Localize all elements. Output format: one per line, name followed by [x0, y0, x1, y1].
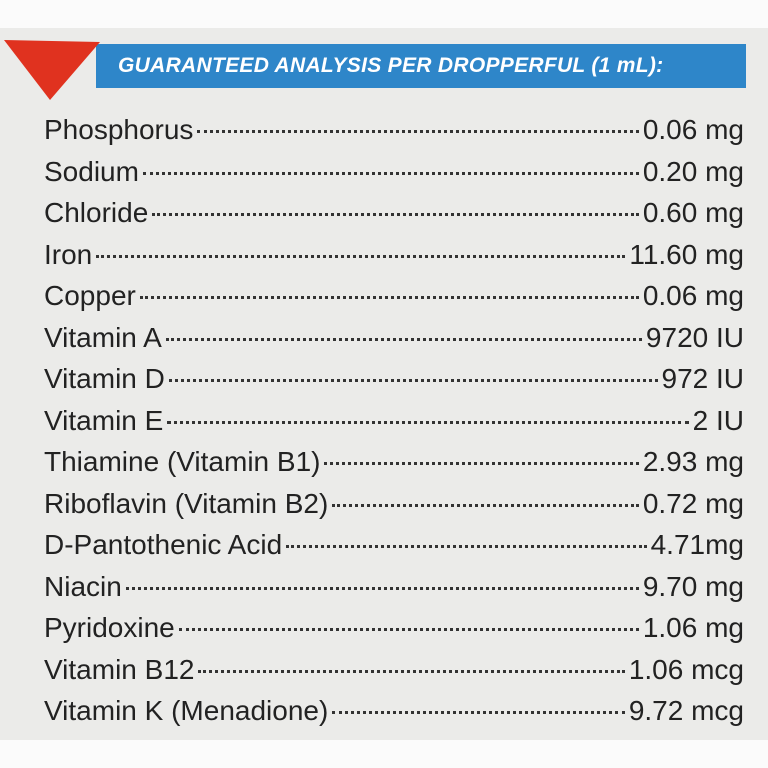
dot-leader — [198, 669, 625, 673]
nutrient-amount: 1.06 mcg — [628, 653, 744, 685]
nutrient-name: Pyridoxine — [44, 612, 175, 643]
nutrient-name: Phosphorus — [44, 114, 194, 145]
row: Vitamin K (Menadione) 9.72 mcg — [44, 695, 744, 737]
row: Niacin 9.70 mg — [44, 571, 744, 613]
row: Vitamin D 972 IU — [44, 363, 744, 405]
dot-leader — [142, 171, 639, 175]
row: Vitamin B12 1.06 mcg — [44, 654, 744, 696]
nutrient-name: Vitamin D — [44, 363, 165, 394]
nutrient-amount: 4.71mg — [650, 529, 744, 560]
nutrient-amount: 0.60 mg — [642, 197, 744, 228]
row: Riboflavin (Vitamin B2) 0.72 mg — [44, 488, 744, 530]
row: Thiamine (Vitamin B1) 2.93 mg — [44, 446, 744, 488]
nutrient-amount: 972 IU — [661, 363, 745, 394]
row: Pyridoxine 1.06 mg — [44, 612, 744, 654]
red-triangle — [4, 40, 100, 100]
row: Phosphorus 0.06 mg — [44, 114, 744, 156]
row: Iron 11.60 mg — [44, 239, 744, 281]
dot-leader — [286, 545, 647, 548]
row: Copper 0.06 mg — [44, 280, 744, 322]
nutrient-name: Iron — [44, 238, 93, 270]
dot-leader — [332, 503, 639, 507]
nutrient-amount: 0.72 mg — [642, 487, 744, 519]
nutrient-name: Vitamin E — [44, 404, 164, 436]
nutrient-amount: 0.20 mg — [642, 155, 744, 187]
analysis-list: Phosphorus 0.06 mg Sodium 0.20 mg Chloride 0.… — [44, 114, 744, 737]
dot-leader — [167, 420, 689, 424]
row: D-Pantothenic Acid 4.71mg — [44, 529, 744, 571]
nutrient-name: Vitamin B12 — [44, 653, 195, 685]
nutrient-name: D-Pantothenic Acid — [44, 529, 283, 560]
nutrient-amount: 0.06 mg — [642, 280, 744, 311]
nutrient-amount: 0.06 mg — [642, 114, 744, 145]
dot-leader — [178, 628, 639, 631]
row: Vitamin A 9720 IU — [44, 322, 744, 364]
row: Vitamin E 2 IU — [44, 405, 744, 447]
dot-leader — [332, 711, 625, 714]
nutrient-name: Niacin — [44, 570, 122, 602]
dot-leader — [125, 586, 639, 590]
dot-leader — [324, 462, 639, 465]
dot-leader — [197, 130, 639, 133]
nutrient-name: Copper — [44, 280, 136, 311]
nutrient-amount: 1.06 mg — [642, 612, 744, 643]
nutrient-name: Thiamine (Vitamin B1) — [44, 446, 321, 477]
label — [0, 28, 768, 740]
row: Sodium 0.20 mg — [44, 156, 744, 198]
dot-leader — [96, 254, 626, 258]
nutrient-name: Chloride — [44, 197, 149, 228]
nutrient-name: Sodium — [44, 155, 139, 187]
dot-leader — [165, 337, 642, 341]
header-title: GUARANTEED ANALYSIS PER DROPPERFUL (1 mL… — [118, 54, 664, 77]
nutrient-amount: 9720 IU — [645, 321, 744, 353]
nutrient-amount: 9.70 mg — [642, 570, 744, 602]
dot-leader — [152, 213, 639, 216]
nutrient-amount: 11.60 mg — [629, 238, 744, 270]
nutrient-amount: 2 IU — [692, 404, 744, 436]
nutrient-amount: 2.93 mg — [642, 446, 744, 477]
nutrient-name: Riboflavin (Vitamin B2) — [44, 487, 329, 519]
dot-leader — [168, 379, 658, 382]
dot-leader — [139, 296, 639, 299]
row: Chloride 0.60 mg — [44, 197, 744, 239]
nutrient-name: Vitamin K (Menadione) — [44, 695, 329, 726]
banner: GUARANTEED ANALYSIS PER DROPPERFUL (1 mL… — [96, 44, 746, 88]
nutrient-name: Vitamin A — [44, 321, 162, 353]
nutrient-amount: 9.72 mcg — [628, 695, 744, 726]
